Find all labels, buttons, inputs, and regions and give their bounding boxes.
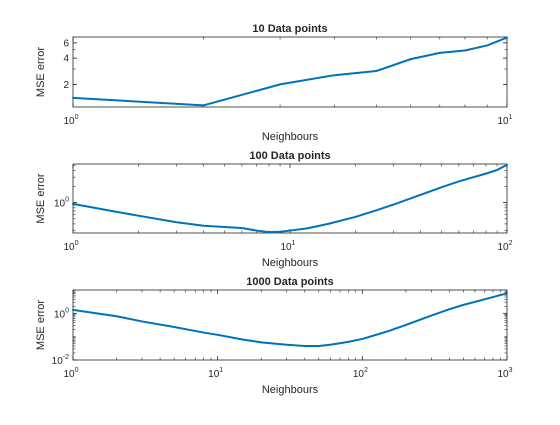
subplot-1: 100 101 2 4 6 10 Data points Neighbours MSE err… bbox=[35, 23, 513, 143]
subplot-2: 100 101 102 100 100 Data points Neighbours MSE… bbox=[35, 150, 513, 269]
subplot-title: 10 Data points bbox=[252, 23, 327, 35]
y-tick-label-0: 2 bbox=[63, 80, 69, 91]
axes-box bbox=[72, 36, 508, 108]
data-line-0 bbox=[72, 292, 508, 347]
axes-box bbox=[72, 163, 508, 234]
x-axis-label: Neighbours bbox=[262, 384, 319, 396]
data-line-0 bbox=[72, 163, 508, 234]
y-axis-label: MSE error bbox=[35, 47, 47, 97]
y-tick-label-1: 100 bbox=[54, 307, 69, 320]
x-tick-label-0: 100 bbox=[63, 367, 78, 380]
data-line-0 bbox=[72, 36, 508, 107]
y-tick-label-0: 100 bbox=[54, 197, 69, 210]
x-tick-label-2: 102 bbox=[497, 240, 512, 253]
subplot-title: 1000 Data points bbox=[246, 276, 333, 288]
x-tick-label-1: 101 bbox=[497, 114, 512, 127]
axes-box bbox=[72, 289, 508, 361]
x-tick-label-2: 102 bbox=[353, 367, 368, 380]
y-tick-label-1: 4 bbox=[63, 54, 69, 65]
y-tick-label-2: 6 bbox=[63, 38, 69, 49]
x-tick-label-1: 101 bbox=[208, 367, 223, 380]
x-tick-label-1: 101 bbox=[280, 240, 295, 253]
x-axis-label: Neighbours bbox=[262, 131, 319, 143]
y-axis-label: MSE error bbox=[35, 173, 47, 223]
subplot-title: 100 Data points bbox=[249, 150, 330, 162]
x-axis-label: Neighbours bbox=[262, 257, 319, 269]
y-axis-label: MSE error bbox=[35, 300, 47, 350]
x-tick-label-0: 100 bbox=[63, 240, 78, 253]
x-tick-label-3: 103 bbox=[497, 367, 512, 380]
y-tick-label-0: 10-2 bbox=[52, 354, 69, 367]
x-tick-label-0: 100 bbox=[63, 114, 78, 127]
